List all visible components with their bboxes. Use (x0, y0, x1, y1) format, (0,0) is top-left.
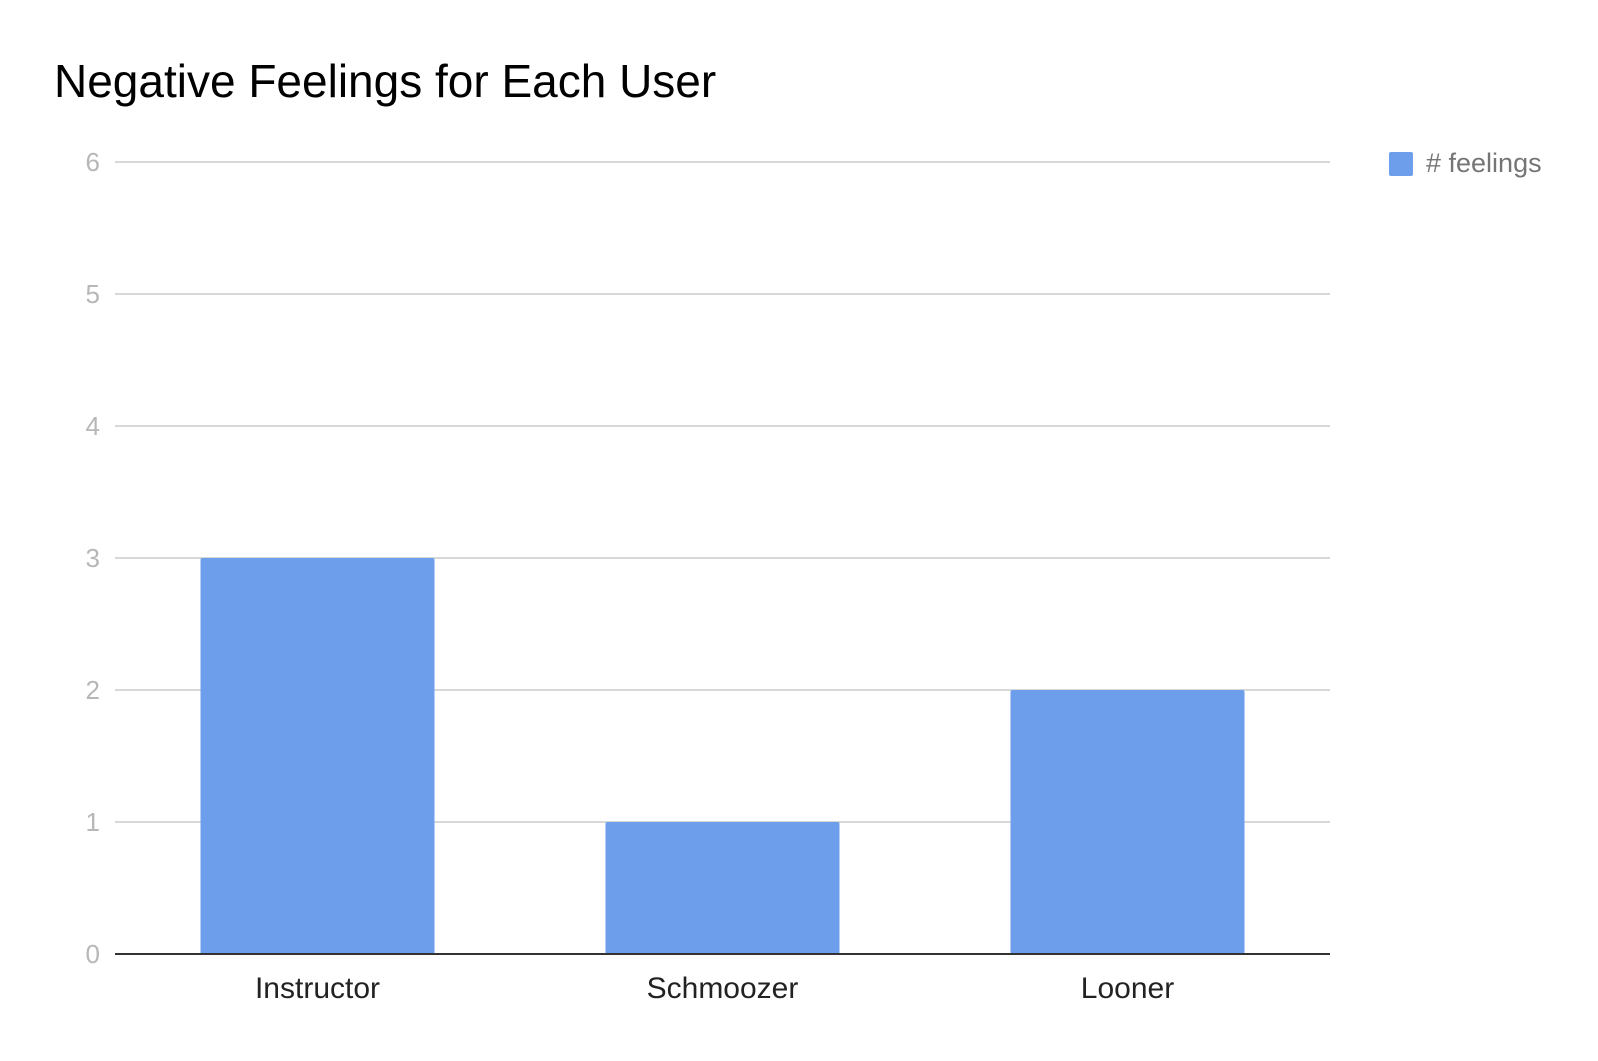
y-axis-tick-labels: 0 1 2 3 4 5 6 (86, 147, 100, 969)
x-category-label: Schmoozer (647, 972, 799, 1005)
y-tick-label: 4 (86, 411, 100, 441)
chart-title: Negative Feelings for Each User (54, 55, 716, 107)
y-tick-label: 6 (86, 147, 100, 177)
y-tick-label: 3 (86, 543, 100, 573)
bars (200, 558, 1245, 954)
legend[interactable]: # feelings (1389, 148, 1542, 178)
x-category-label: Instructor (255, 972, 380, 1005)
bar-looner[interactable] (1010, 690, 1245, 954)
y-tick-label: 0 (86, 939, 100, 969)
x-axis-category-labels: Instructor Schmoozer Looner (255, 972, 1174, 1005)
y-tick-label: 1 (86, 807, 100, 837)
y-tick-label: 2 (86, 675, 100, 705)
legend-label: # feelings (1426, 148, 1542, 178)
bar-instructor[interactable] (200, 558, 435, 954)
x-category-label: Looner (1081, 972, 1174, 1005)
y-tick-label: 5 (86, 279, 100, 309)
legend-swatch (1389, 152, 1413, 176)
bar-schmoozer[interactable] (605, 822, 840, 954)
